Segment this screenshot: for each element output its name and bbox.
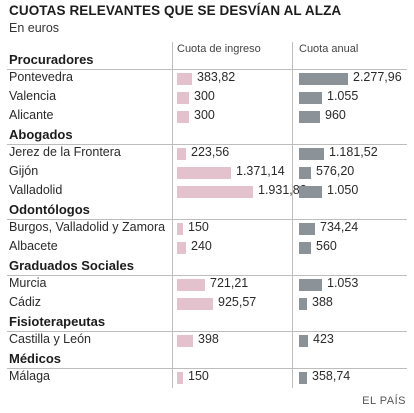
bar-ingreso [177, 186, 253, 198]
row-city: Alicante [9, 108, 54, 122]
bar-ingreso [177, 148, 186, 160]
group-divider [7, 368, 407, 369]
value-ingreso: 240 [191, 239, 212, 253]
value-anual: 1.053 [327, 276, 359, 290]
bar-ingreso [177, 242, 186, 254]
table-row: Valencia 300 1.055 [0, 89, 414, 107]
row-city: Pontevedra [9, 70, 73, 84]
table-row: Alicante 300 960 [0, 108, 414, 126]
value-ingreso: 150 [188, 369, 209, 383]
bar-ingreso [177, 335, 193, 347]
row-city: Málaga [9, 369, 50, 383]
row-city: Gijón [9, 164, 39, 178]
value-anual: 388 [312, 295, 333, 309]
column-separator-anual [292, 42, 293, 388]
value-ingreso: 1.371,14 [236, 164, 285, 178]
source-credit: EL PAÍS [362, 395, 406, 407]
value-ingreso: 398 [198, 332, 219, 346]
chart-title: CUOTAS RELEVANTES QUE SE DESVÍAN AL ALZA [9, 3, 342, 18]
bar-ingreso [177, 279, 205, 291]
bar-ingreso [177, 111, 189, 123]
group-divider [7, 69, 407, 70]
group-heading: Fisioterapeutas [9, 314, 106, 329]
chart-subtitle: En euros [9, 21, 60, 35]
value-ingreso: 1.931,82 [258, 183, 307, 197]
column-header-anual: Cuota anual [299, 43, 359, 55]
bar-anual [299, 92, 322, 104]
group-heading: Abogados [9, 127, 73, 142]
table-row: Murcia 721,21 1.053 [0, 276, 414, 294]
bar-anual [299, 372, 307, 384]
value-anual: 734,24 [320, 220, 359, 234]
bar-anual [299, 298, 307, 310]
bar-ingreso [177, 73, 192, 85]
bar-ingreso [177, 223, 183, 235]
bar-anual [299, 167, 311, 179]
row-city: Jerez de la Frontera [9, 145, 121, 159]
table-row: Cádiz 925,57 388 [0, 295, 414, 313]
value-ingreso: 300 [194, 89, 215, 103]
group-divider [7, 331, 407, 332]
column-separator-ingreso [172, 42, 173, 388]
value-ingreso: 300 [194, 108, 215, 122]
table-row: Pontevedra 383,82 2.277,96 [0, 70, 414, 88]
table-row: Málaga 150 358,74 [0, 369, 414, 387]
table-row: Castilla y León 398 423 [0, 332, 414, 350]
group-heading: Médicos [9, 351, 62, 366]
row-city: Albacete [9, 239, 58, 253]
column-header-ingreso: Cuota de ingreso [177, 43, 261, 55]
table-row: Jerez de la Frontera 223,56 1.181,52 [0, 145, 414, 163]
value-ingreso: 223,56 [191, 145, 230, 159]
group-heading: Procuradores [9, 52, 94, 67]
bar-ingreso [177, 298, 213, 310]
bar-anual [299, 73, 348, 85]
table-row: Albacete 240 560 [0, 239, 414, 257]
group-divider [7, 144, 407, 145]
group-divider [7, 219, 407, 220]
bar-ingreso [177, 92, 189, 104]
value-anual: 960 [325, 108, 346, 122]
value-ingreso: 383,82 [197, 70, 236, 84]
row-city: Castilla y León [9, 332, 91, 346]
bar-anual [299, 111, 320, 123]
bar-ingreso [177, 372, 183, 384]
value-anual: 2.277,96 [353, 70, 402, 84]
group-heading: Odontólogos [9, 202, 90, 217]
value-anual: 358,74 [312, 369, 351, 383]
value-anual: 560 [316, 239, 337, 253]
value-anual: 1.181,52 [329, 145, 378, 159]
bar-anual [299, 186, 322, 198]
value-ingreso: 925,57 [218, 295, 257, 309]
bar-anual [299, 335, 308, 347]
bar-anual [299, 148, 324, 160]
value-ingreso: 721,21 [210, 276, 249, 290]
bar-anual [299, 223, 315, 235]
bar-anual [299, 279, 322, 291]
row-city: Valencia [9, 89, 57, 103]
value-anual: 1.055 [327, 89, 359, 103]
bar-anual [299, 242, 311, 254]
row-city: Murcia [9, 276, 47, 290]
value-anual: 576,20 [316, 164, 355, 178]
table-row: Burgos, Valladolid y Zamora 150 734,24 [0, 220, 414, 238]
value-ingreso: 150 [188, 220, 209, 234]
bar-ingreso [177, 167, 231, 179]
row-city: Cádiz [9, 295, 41, 309]
group-heading: Graduados Sociales [9, 258, 134, 273]
value-anual: 423 [313, 332, 334, 346]
group-divider [7, 275, 407, 276]
row-city: Burgos, Valladolid y Zamora [9, 220, 166, 234]
table-row: Gijón 1.371,14 576,20 [0, 164, 414, 182]
value-anual: 1.050 [327, 183, 359, 197]
table-row: Valladolid 1.931,82 1.050 [0, 183, 414, 201]
row-city: Valladolid [9, 183, 63, 197]
